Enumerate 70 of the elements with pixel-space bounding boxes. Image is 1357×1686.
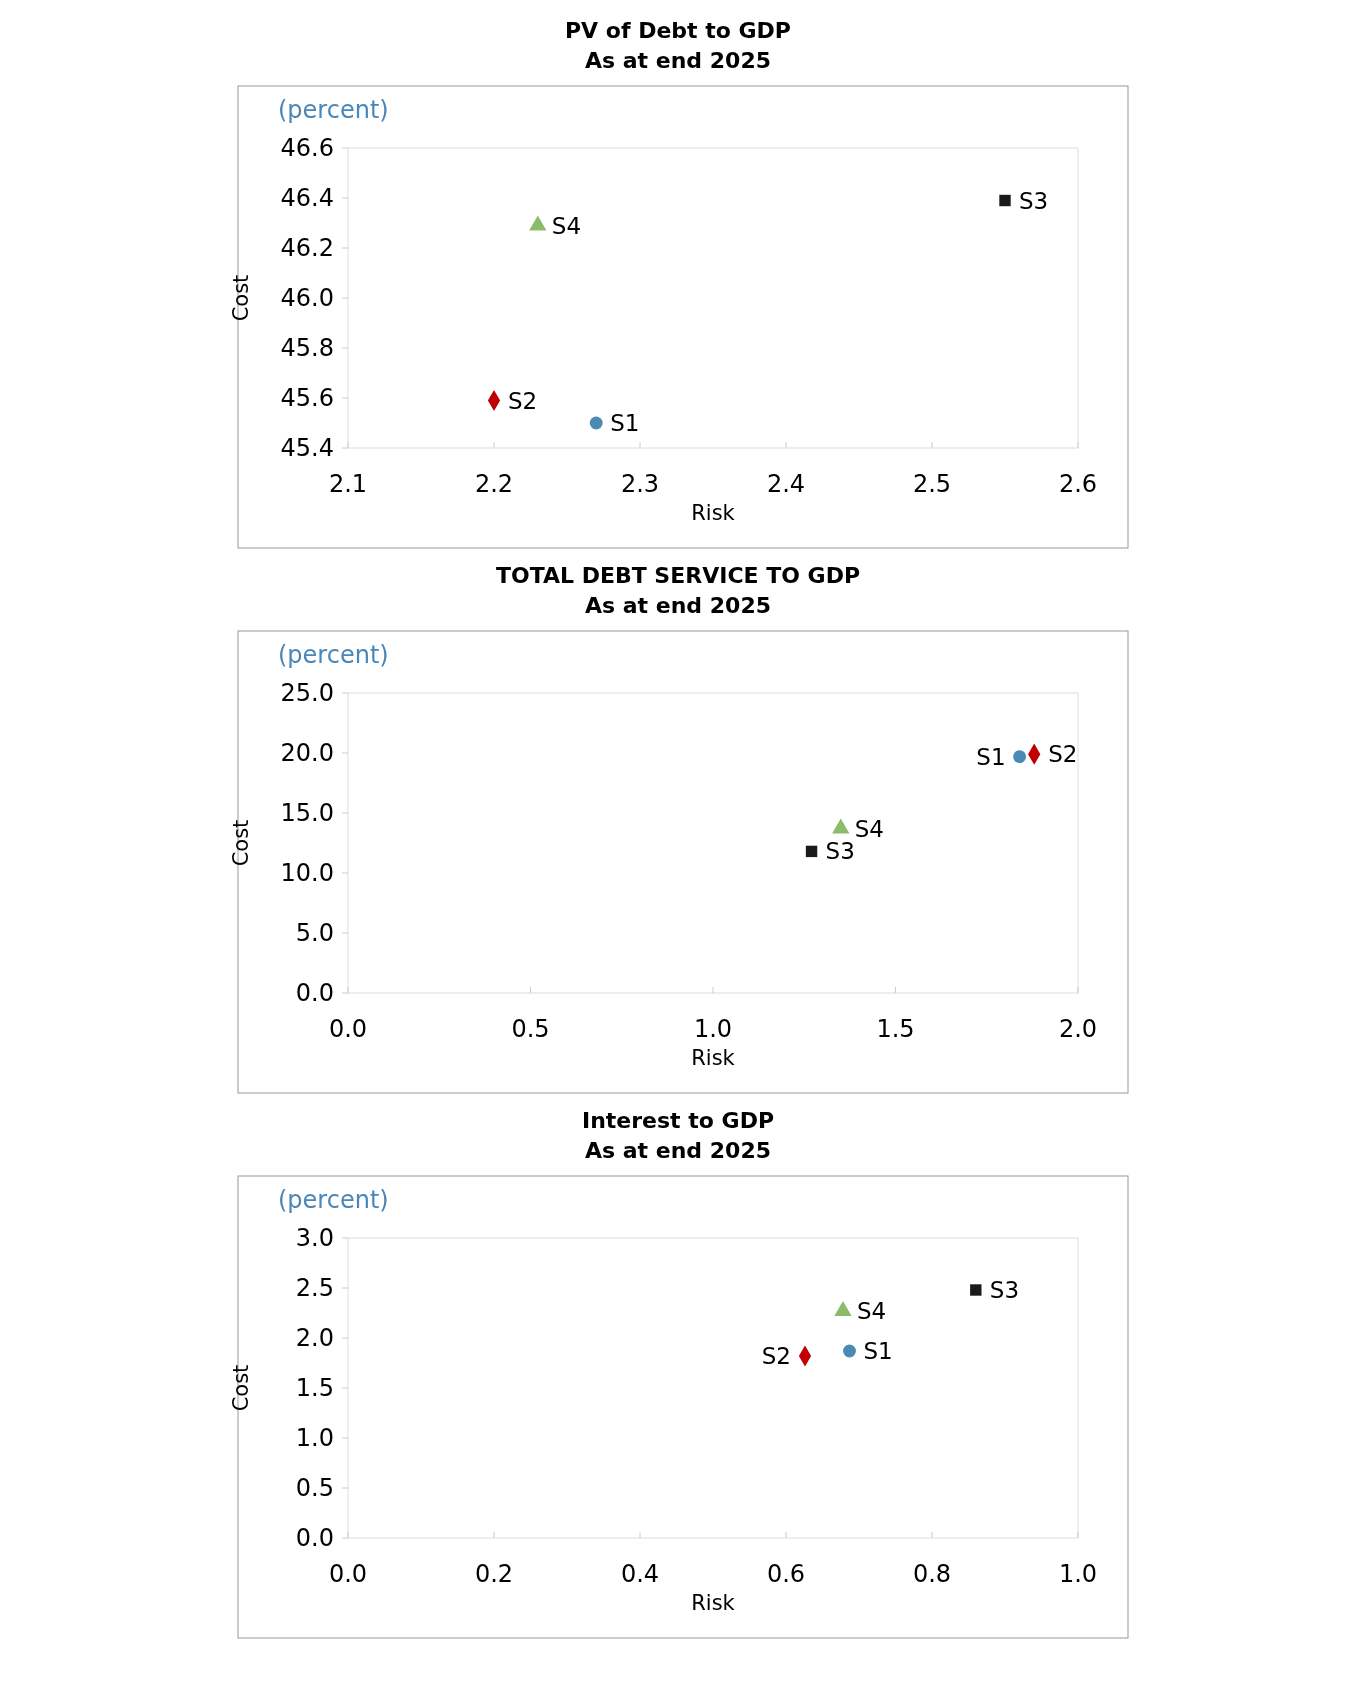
point bbox=[1013, 750, 1027, 764]
point bbox=[805, 845, 818, 858]
x-tick-label: 0.4 bbox=[620, 1560, 660, 1588]
point bbox=[970, 1284, 982, 1296]
x-tick-label: 2.3 bbox=[620, 470, 660, 498]
y-tick-label: 1.5 bbox=[295, 1374, 334, 1402]
chart-subtitle: As at end 2025 bbox=[584, 593, 772, 618]
series-label: S2 bbox=[508, 387, 538, 414]
y-tick-label: 45.6 bbox=[280, 384, 334, 412]
y-tick-label: 2.0 bbox=[295, 1324, 334, 1352]
y-tick-label: 15.0 bbox=[280, 799, 334, 827]
y-tick-label: 20.0 bbox=[280, 739, 334, 767]
x-axis-title: Risk bbox=[691, 501, 736, 525]
series-label: S3 bbox=[825, 838, 855, 865]
series-label: S1 bbox=[610, 410, 640, 436]
y-axis-title: Cost bbox=[229, 274, 253, 322]
chart-title: PV of Debt to GDP bbox=[565, 18, 791, 43]
x-tick-label: 0.2 bbox=[474, 1560, 514, 1588]
y-axis-title: Cost bbox=[229, 1364, 253, 1412]
x-tick-label: 2.6 bbox=[1058, 470, 1098, 498]
x-tick-label: 1.0 bbox=[1058, 1560, 1098, 1588]
chart-title: Interest to GDP bbox=[581, 1108, 775, 1133]
text: (percent) bbox=[278, 641, 389, 669]
y-tick-label: 0.0 bbox=[295, 979, 334, 1007]
text: (percent) bbox=[278, 1186, 389, 1214]
chart-subtitle: As at end 2025 bbox=[584, 1138, 772, 1163]
series-label: S4 bbox=[551, 212, 582, 239]
y-tick-label: 0.0 bbox=[295, 1524, 334, 1552]
x-tick-label: 2.5 bbox=[912, 470, 952, 498]
y-tick-label: 1.0 bbox=[295, 1424, 334, 1452]
x-tick-label: 2.4 bbox=[766, 470, 806, 498]
y-tick-label: 45.4 bbox=[280, 434, 334, 462]
y-tick-label: 3.0 bbox=[295, 1224, 334, 1252]
x-tick-label: 2.2 bbox=[474, 470, 514, 498]
y-tick-label: 45.8 bbox=[280, 334, 334, 362]
series-label: S2 bbox=[1048, 741, 1078, 768]
series-label: S3 bbox=[1019, 187, 1049, 214]
series-label: S4 bbox=[856, 1298, 887, 1324]
x-tick-label: 0.8 bbox=[912, 1560, 952, 1588]
y-tick-label: 5.0 bbox=[295, 919, 334, 947]
x-tick-label: 1.5 bbox=[876, 1015, 915, 1043]
point bbox=[589, 416, 603, 430]
series-label: S1 bbox=[863, 1338, 893, 1364]
y-tick-label: 2.5 bbox=[295, 1274, 334, 1302]
x-tick-label: 0.0 bbox=[328, 1015, 368, 1043]
x-tick-label: 0.6 bbox=[766, 1560, 806, 1588]
point bbox=[999, 194, 1011, 207]
x-tick-label: 0.5 bbox=[511, 1015, 550, 1043]
series-label: S2 bbox=[761, 1343, 791, 1369]
y-tick-label: 0.5 bbox=[295, 1474, 334, 1502]
x-tick-label: 2.0 bbox=[1058, 1015, 1098, 1043]
series-label: S1 bbox=[976, 743, 1006, 770]
x-tick-label: 0.0 bbox=[328, 1560, 368, 1588]
x-axis-title: Risk bbox=[691, 1591, 736, 1615]
series-label: S4 bbox=[854, 815, 884, 842]
text: (percent) bbox=[278, 96, 389, 124]
y-tick-label: 46.2 bbox=[280, 234, 334, 262]
x-tick-label: 1.0 bbox=[693, 1015, 733, 1043]
y-axis-title: Cost bbox=[229, 819, 253, 867]
x-axis-title: Risk bbox=[691, 1046, 736, 1070]
series-label: S3 bbox=[989, 1277, 1020, 1303]
chart-title: TOTAL DEBT SERVICE TO GDP bbox=[495, 563, 861, 588]
y-tick-label: 46.4 bbox=[280, 184, 334, 212]
x-tick-label: 2.1 bbox=[328, 470, 368, 498]
y-tick-label: 46.6 bbox=[280, 134, 334, 162]
y-tick-label: 25.0 bbox=[280, 679, 334, 707]
y-tick-label: 46.0 bbox=[280, 284, 334, 312]
chart-subtitle: As at end 2025 bbox=[584, 48, 772, 73]
point bbox=[843, 1344, 856, 1358]
y-tick-label: 10.0 bbox=[280, 859, 334, 887]
